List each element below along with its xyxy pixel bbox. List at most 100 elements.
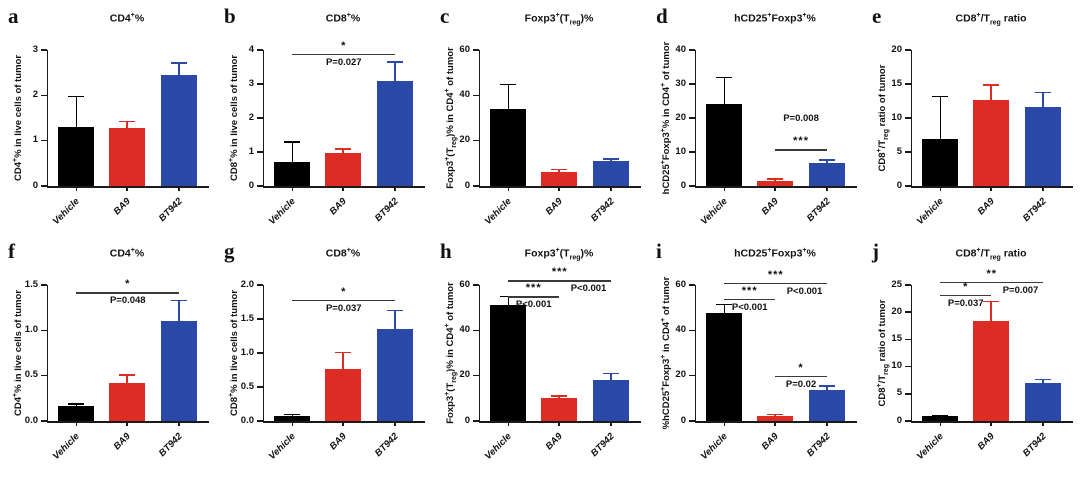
y-tick-label: 0 xyxy=(896,179,902,191)
x-tick-mark xyxy=(558,186,560,191)
x-tick-mark xyxy=(826,421,828,426)
bar-ba9 xyxy=(973,320,1009,421)
y-tick-label: 0 xyxy=(248,179,254,191)
error-bar xyxy=(75,96,78,134)
y-tick-mark xyxy=(905,311,911,313)
x-tick-mark xyxy=(1042,421,1044,426)
y-tick-mark xyxy=(689,83,695,85)
y-tick-mark xyxy=(473,185,479,187)
y-tick-mark xyxy=(473,284,479,286)
y-tick-label: 0 xyxy=(680,179,686,191)
y-tick-mark xyxy=(41,374,47,377)
x-tick-mark xyxy=(990,421,992,426)
y-tick-label: 10 xyxy=(891,111,902,123)
bar-vehicle xyxy=(706,313,743,421)
error-bar-cap xyxy=(387,61,404,63)
x-category-label: Vehicle xyxy=(915,431,947,463)
error-bar-cap xyxy=(500,83,517,85)
y-tick-mark xyxy=(257,386,263,388)
y-tick-mark xyxy=(257,151,263,153)
chart-title: hCD25+Foxp3+% xyxy=(734,12,816,25)
x-category-label: BA9 xyxy=(543,431,565,453)
y-tick-label: 0.5 xyxy=(24,369,38,381)
y-tick-mark xyxy=(257,420,263,422)
y-axis-line xyxy=(262,285,264,421)
y-tick-mark xyxy=(905,117,911,119)
x-tick-mark xyxy=(610,186,612,191)
x-category-label: Vehicle xyxy=(483,431,515,463)
y-tick-label: 0 xyxy=(680,414,686,426)
significance-line xyxy=(508,296,559,298)
y-tick-label: 60 xyxy=(459,278,470,290)
bar-ba9 xyxy=(109,128,145,186)
y-tick-label: 0 xyxy=(896,414,902,426)
panel-letter: d xyxy=(656,4,668,28)
y-tick-label: 0.0 xyxy=(24,414,38,426)
error-bar-cap xyxy=(171,62,188,64)
bar-vehicle xyxy=(490,108,527,186)
error-bar xyxy=(291,141,294,168)
error-bar-cap xyxy=(387,309,404,312)
y-tick-mark xyxy=(905,185,911,187)
error-bar-cap xyxy=(551,168,567,170)
y-axis-line xyxy=(46,285,48,421)
error-bar-cap xyxy=(932,414,949,417)
y-tick-label: 5 xyxy=(896,145,902,157)
error-bar-cap xyxy=(68,95,85,98)
error-bar xyxy=(990,84,992,107)
error-bar-cap xyxy=(716,76,733,79)
y-tick-mark xyxy=(689,151,695,153)
y-axis-line xyxy=(46,50,48,186)
x-category-label: BT942 xyxy=(804,431,833,459)
significance-line xyxy=(724,298,775,300)
bar-vehicle xyxy=(58,406,95,421)
x-category-label: Vehicle xyxy=(267,431,299,463)
bar-bt942 xyxy=(593,161,630,186)
error-bar xyxy=(178,300,180,328)
panel-letter: c xyxy=(440,4,450,28)
error-bar xyxy=(178,62,180,81)
y-tick-label: 1.0 xyxy=(24,323,38,335)
significance-p-label: P=0.008 xyxy=(783,113,819,125)
x-category-label: BT942 xyxy=(156,431,185,459)
y-tick-mark xyxy=(257,185,263,187)
significance-stars: * xyxy=(341,40,347,53)
bar-vehicle xyxy=(274,415,311,421)
significance-line xyxy=(775,375,828,378)
bar-vehicle xyxy=(274,161,311,186)
significance-p-label: P<0.001 xyxy=(786,285,823,297)
bar-ba9 xyxy=(325,368,361,421)
chart-title: CD8+/Treg ratio xyxy=(955,12,1027,27)
y-tick-label: 30 xyxy=(675,77,686,89)
bar-vehicle xyxy=(706,104,743,186)
bar-bt942 xyxy=(161,74,198,186)
y-tick-label: 15 xyxy=(891,332,902,344)
significance-p-label: P<0.001 xyxy=(515,299,552,311)
y-tick-mark xyxy=(689,374,695,377)
significance-line xyxy=(940,294,991,297)
y-tick-label: 2 xyxy=(32,88,38,100)
chart-title: CD8+/Treg ratio xyxy=(955,247,1027,262)
x-category-label: Vehicle xyxy=(51,431,83,463)
chart-panel-b: b CD8+% CD8+% in live cells of tumor 0 1 2 3 4 V… xyxy=(216,0,432,235)
significance-p-label: P=0.007 xyxy=(1002,284,1039,296)
y-tick-label: 20 xyxy=(459,369,470,381)
error-bar xyxy=(394,61,396,87)
error-bar xyxy=(507,296,510,312)
significance-stars: * xyxy=(125,278,131,291)
chart-title: CD8+% xyxy=(325,12,361,25)
error-bar-cap xyxy=(119,374,135,376)
significance-line xyxy=(724,282,828,285)
y-tick-mark xyxy=(473,420,479,422)
y-tick-label: 40 xyxy=(459,88,470,100)
bar-bt942 xyxy=(1025,107,1062,186)
y-tick-label: 20 xyxy=(891,305,902,317)
bar-bt942 xyxy=(809,162,846,186)
significance-stars: *** xyxy=(551,266,568,279)
y-tick-mark xyxy=(905,338,911,341)
y-tick-label: 15 xyxy=(891,77,902,89)
bar-ba9 xyxy=(757,416,793,421)
y-tick-mark xyxy=(689,284,695,286)
y-tick-mark xyxy=(257,352,263,354)
y-tick-label: 20 xyxy=(891,43,902,55)
